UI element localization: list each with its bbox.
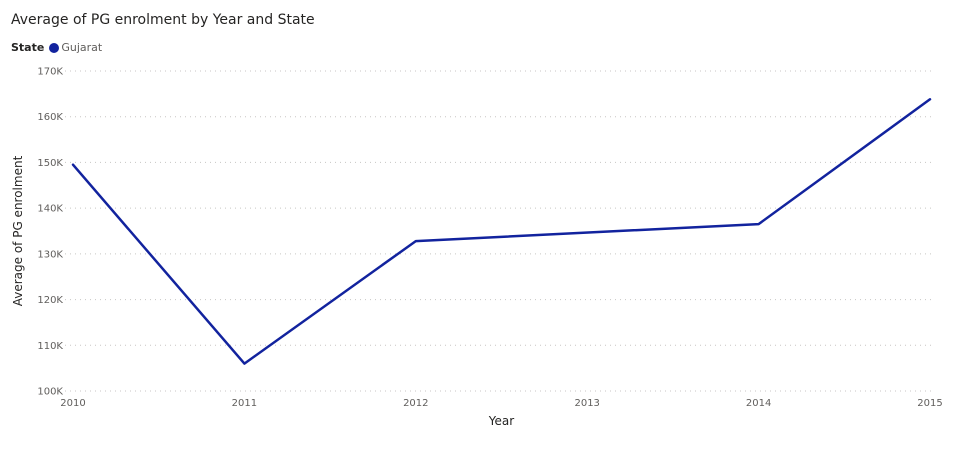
x-tick-label: 2013 [574, 398, 599, 409]
y-tick-label: 170K [37, 67, 63, 78]
y-tick-label: 110K [37, 341, 63, 352]
series-line-gujarat[interactable] [71, 98, 932, 365]
data-point-2014[interactable] [756, 221, 762, 227]
y-tick-label: 140K [37, 204, 63, 215]
x-tick-label: 2012 [403, 398, 428, 409]
x-tick-label: 2014 [746, 398, 771, 409]
x-tick-label: 2011 [232, 398, 257, 409]
chart-title: Average of PG enrolment by Year and Stat… [11, 12, 315, 28]
legend: State Gujarat [11, 41, 102, 54]
y-tick-label: 160K [37, 112, 63, 123]
x-tick-label: 2010 [60, 398, 85, 409]
data-point-2012[interactable] [413, 238, 419, 244]
y-axis-title: Average of PG enrolment [11, 155, 25, 306]
legend-marker-gujarat [49, 42, 60, 53]
y-tick-label: 150K [37, 158, 63, 169]
x-tick-label: 2015 [917, 398, 942, 409]
y-tick-label: 120K [37, 295, 63, 306]
data-point-2010[interactable] [70, 162, 76, 168]
data-point-2011[interactable] [241, 361, 247, 367]
y-tick-label: 130K [37, 249, 63, 260]
legend-label-gujarat[interactable]: Gujarat [61, 41, 103, 54]
x-axis-title: Year [488, 414, 514, 428]
legend-title: State [11, 41, 45, 54]
data-point-2015[interactable] [927, 96, 933, 102]
y-tick-label: 100K [37, 387, 63, 398]
